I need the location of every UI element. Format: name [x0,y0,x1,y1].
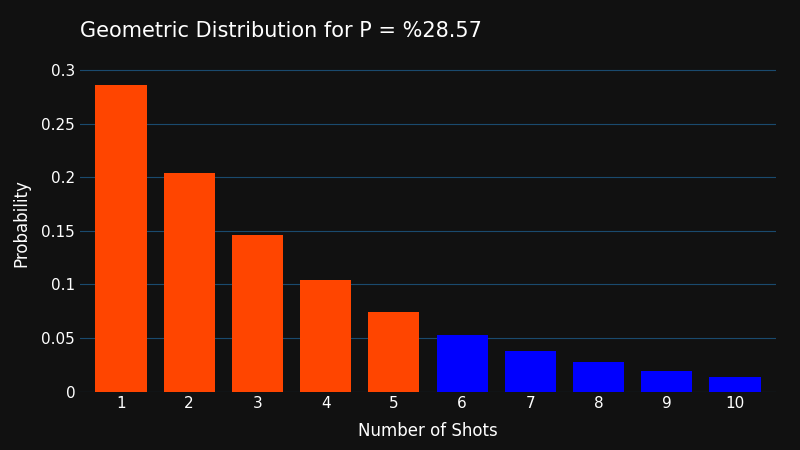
Bar [437,335,488,392]
Bar [368,312,419,392]
Bar [710,377,761,392]
Bar [505,351,556,392]
Bar [300,280,351,392]
X-axis label: Number of Shots: Number of Shots [358,423,498,441]
Bar [573,362,624,392]
Y-axis label: Probability: Probability [12,179,30,267]
Bar [95,86,146,392]
Bar [642,371,693,392]
Text: Geometric Distribution for P = %28.57: Geometric Distribution for P = %28.57 [80,21,482,41]
Bar [232,235,283,392]
Bar [163,173,214,392]
